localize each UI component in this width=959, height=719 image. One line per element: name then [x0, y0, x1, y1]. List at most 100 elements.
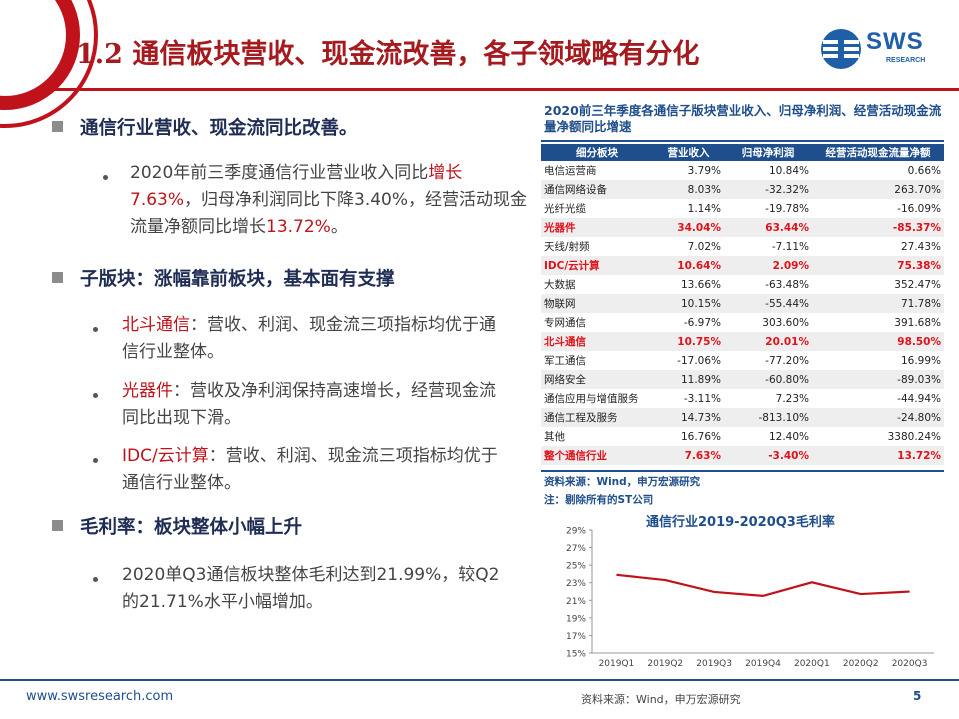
table-row: 通信网络设备 8.03% -32.32% 263.70%: [541, 180, 944, 199]
highlight-label: IDC/云计算: [122, 446, 209, 466]
table-cell-value: -77.20%: [765, 354, 809, 367]
table-cell-sector: 光器件: [541, 218, 653, 237]
table-cell-value: 10.64%: [653, 256, 724, 275]
text-run: 。: [330, 217, 348, 237]
table-cell-value: -55.44%: [724, 294, 812, 313]
y-tick-label: 23%: [566, 579, 586, 589]
y-tick-label: 21%: [566, 597, 586, 607]
highlight-value: 7.63%: [130, 190, 185, 210]
table-cell-value: 12.40%: [768, 430, 809, 443]
logo-subtext: RESEARCH: [886, 57, 926, 64]
y-tick-label: 15%: [566, 650, 586, 660]
table-cell-value: -63.48%: [765, 278, 809, 291]
table-cell-value: 34.04%: [653, 218, 724, 237]
paragraph-beidou: 北斗通信：营收、利润、现金流三项指标均优于通信行业整体。: [122, 312, 512, 366]
table-cell-value: 10.15%: [653, 294, 724, 313]
table-row: IDC/云计算 10.64% 2.09% 75.38%: [541, 256, 944, 275]
table-cell-value: 1.14%: [687, 202, 721, 215]
table-cell-sector: 通信应用与增值服务: [544, 393, 639, 405]
table-cell-value: -3.11%: [683, 392, 721, 405]
paragraph-revenue: 2020年前三季度通信行业营业收入同比增长 7.63%，归母净利润同比下降3.40…: [130, 160, 528, 241]
page-title: 1.2 通信板块营收、现金流改善，各子领域略有分化: [76, 39, 700, 70]
table-row: 天线/射频 7.02% -7.11% 27.43%: [541, 237, 944, 256]
square-bullet-icon: [52, 272, 63, 283]
table-cell-sector: 其他: [544, 431, 565, 443]
x-tick-label: 2019Q4: [745, 659, 781, 669]
table-cell-value: -813.10%: [724, 408, 812, 427]
x-tick-label: 2019Q3: [696, 659, 732, 669]
y-tick-label: 19%: [566, 614, 586, 624]
table-cell-value: 98.50%: [812, 332, 944, 351]
text-run: ：营收及净利润保持高速增长，经营现金流同比出现下滑。: [122, 381, 496, 428]
page-number: 5: [913, 689, 922, 703]
table-cell-value: 3.79%: [687, 164, 721, 177]
table-title: 2020前三年季度各通信子版块营业收入、归母净利润、经营活动现金流量净额同比增速: [544, 103, 942, 134]
table-cell-value: 11.89%: [653, 370, 724, 389]
table-cell-sector: 电信运营商: [544, 165, 597, 177]
table-cell-value: 13.66%: [680, 278, 721, 291]
table-cell-value: 16.76%: [680, 430, 721, 443]
section-heading-subsectors: 子版块：涨幅靠前板块，基本面有支撑: [80, 269, 395, 290]
table-cell-value: 71.78%: [812, 294, 944, 313]
text-run: ，归母净利润同比下降3.40%，经营活动现金流量净额同比增长: [130, 190, 528, 237]
highlight-label: 北斗通信: [122, 315, 190, 335]
table-cell-sector: 北斗通信: [541, 332, 653, 351]
table-bottom-rule: [541, 470, 944, 472]
paragraph-margin: 2020单Q3通信板块整体毛利达到21.99%，较Q2的21.71%水平小幅增加…: [122, 565, 500, 612]
table-cell-value: -17.06%: [677, 354, 721, 367]
y-tick-label: 17%: [566, 632, 586, 642]
table-cell-value: 63.44%: [724, 218, 812, 237]
table-row: 光纤光缆 1.14% -19.78% -16.09%: [541, 199, 944, 218]
dot-bullet-icon: [93, 393, 98, 398]
header-divider: [40, 88, 959, 91]
footer-url-link[interactable]: www.swsresearch.com: [26, 689, 174, 704]
table-cell-sector: 物联网: [541, 294, 653, 313]
table-top-rule: [541, 140, 944, 142]
x-tick-label: 2019Q2: [647, 659, 683, 669]
text-run: 同比: [394, 163, 429, 183]
paragraph-optical: 光器件：营收及净利润保持高速增长，经营现金流同比出现下滑。: [122, 378, 512, 432]
table-header-cell: 经营活动现金流量净额: [812, 144, 944, 161]
table-row: 通信工程及服务 14.73% -813.10% -24.80%: [541, 408, 944, 427]
table-row: 光器件 34.04% 63.44% -85.37%: [541, 218, 944, 237]
table-row: 整个通信行业 7.63% -3.40% 13.72%: [541, 446, 944, 465]
section-heading-revenue: 通信行业营收、现金流同比改善。: [80, 118, 358, 139]
table-cell-value: -3.40%: [724, 446, 812, 465]
table-cell-value: -60.80%: [724, 370, 812, 389]
table-row: 专网通信 -6.97% 303.60% 391.68%: [541, 313, 944, 332]
table-cell-value: -19.78%: [765, 202, 809, 215]
table-row: 电信运营商 3.79% 10.84% 0.66%: [541, 161, 944, 180]
text-run: 2020年前三季度通信行业营业收入: [130, 163, 395, 183]
table-note: 注：剔除所有的ST公司: [544, 494, 654, 506]
section-heading-margin: 毛利率：板块整体小幅上升: [80, 517, 303, 538]
table-row: 大数据 13.66% -63.48% 352.47%: [541, 275, 944, 294]
table-cell-value: 10.84%: [768, 164, 809, 177]
highlight-value: 13.72%: [266, 217, 331, 237]
table-cell-value: -89.03%: [812, 370, 944, 389]
table-row: 网络安全 11.89% -60.80% -89.03%: [541, 370, 944, 389]
series-line: [616, 573, 910, 598]
table-cell-sector: IDC/云计算: [541, 256, 653, 275]
table-cell-value: 303.60%: [762, 316, 809, 329]
dot-bullet-icon: [93, 327, 98, 332]
y-tick-label: 29%: [566, 527, 586, 537]
text-run: ：营收、利润、现金流三项指标均优于通信行业整体。: [122, 446, 498, 493]
table-row: 通信应用与增值服务 -3.11% 7.23% -44.94%: [541, 389, 944, 408]
x-tick-label: 2020Q1: [794, 659, 830, 669]
table-cell-value: 14.73%: [653, 408, 724, 427]
x-tick-label: 2020Q2: [843, 659, 879, 669]
gross-margin-line-chart: 29% 27% 25% 23% 21% 19% 17% 15% 2019Q1 2019Q2 2019…: [566, 527, 934, 669]
y-tick-label: 27%: [566, 544, 586, 554]
table-source: 资料来源：Wind，申万宏源研究: [544, 476, 701, 488]
square-bullet-icon: [52, 121, 63, 132]
table-cell-value: 20.01%: [724, 332, 812, 351]
table-header-row: 细分板块 营业收入 归母净利润 经营活动现金流量净额: [541, 144, 944, 161]
subsector-growth-table: 细分板块 营业收入 归母净利润 经营活动现金流量净额 电信运营商 3.79% 10.…: [541, 144, 944, 465]
table-cell-value: 391.68%: [894, 316, 941, 329]
square-bullet-icon: [52, 520, 63, 531]
table-cell-sector: 通信工程及服务: [541, 408, 653, 427]
table-cell-value: 8.03%: [653, 180, 724, 199]
table-cell-sector: 大数据: [544, 279, 576, 291]
table-row: 物联网 10.15% -55.44% 71.78%: [541, 294, 944, 313]
chart-title: 通信行业2019-2020Q3毛利率: [646, 515, 835, 530]
